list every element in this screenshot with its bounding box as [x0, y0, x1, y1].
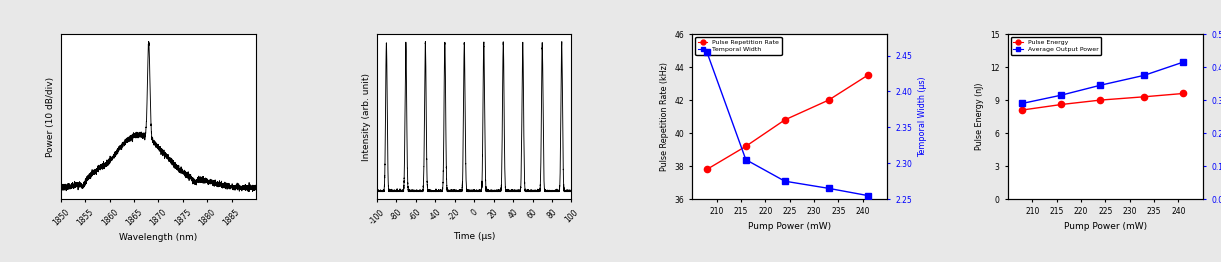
Y-axis label: Intensity (arb. unit): Intensity (arb. unit) — [363, 73, 371, 161]
X-axis label: Wavelength (nm): Wavelength (nm) — [120, 233, 198, 242]
X-axis label: Pump Power (mW): Pump Power (mW) — [748, 222, 832, 231]
Y-axis label: Pulse Energy (nJ): Pulse Energy (nJ) — [976, 83, 984, 150]
X-axis label: Pump Power (mW): Pump Power (mW) — [1063, 222, 1147, 231]
Y-axis label: Power (10 dB/div): Power (10 dB/div) — [46, 77, 55, 157]
X-axis label: Time (μs): Time (μs) — [453, 232, 496, 241]
Legend: Pulse Energy, Average Output Power: Pulse Energy, Average Output Power — [1011, 37, 1101, 55]
Y-axis label: Temporal Width (μs): Temporal Width (μs) — [918, 76, 927, 157]
Y-axis label: Pulse Repetition Rate (kHz): Pulse Repetition Rate (kHz) — [659, 62, 669, 171]
Legend: Pulse Repetition Rate, Temporal Width: Pulse Repetition Rate, Temporal Width — [696, 37, 781, 55]
